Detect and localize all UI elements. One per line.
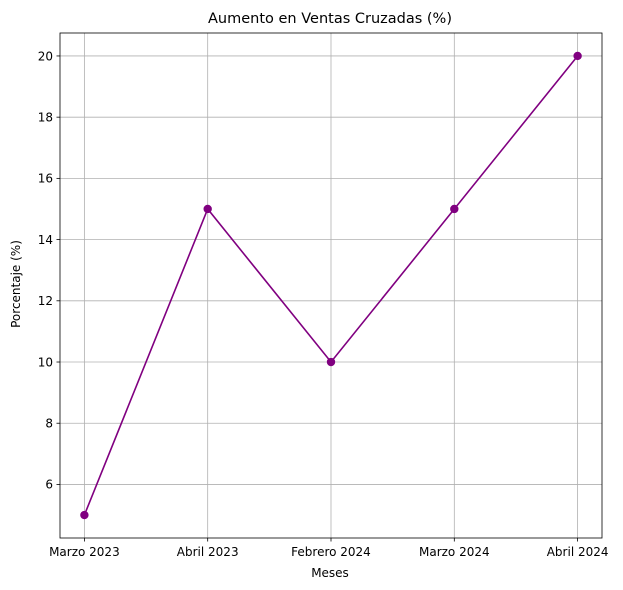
- x-tick-label: Abril 2023: [177, 545, 239, 559]
- ticks-layer: Marzo 2023 Abril 2023 Febrero 2024 Marzo 20…: [38, 49, 609, 559]
- y-tick-label: 8: [45, 417, 53, 431]
- series-layer: [80, 51, 582, 520]
- x-tick-label: Marzo 2023: [49, 545, 120, 559]
- y-axis-label: Porcentaje (%): [9, 240, 23, 328]
- x-axis-label: Meses: [311, 566, 349, 580]
- y-tick-label: 6: [45, 478, 53, 492]
- data-point: [203, 204, 212, 214]
- data-point: [326, 357, 336, 367]
- x-tick-label: Febrero 2024: [291, 545, 371, 559]
- x-tick-label: Abril 2024: [547, 545, 609, 559]
- data-point: [450, 204, 459, 214]
- data-point: [80, 510, 89, 520]
- grid-layer: [60, 33, 602, 538]
- chart-title: Aumento en Ventas Cruzadas (%): [208, 11, 452, 27]
- y-tick-label: 18: [38, 110, 53, 124]
- data-point: [573, 51, 582, 61]
- y-tick-label: 10: [38, 355, 53, 369]
- y-tick-label: 14: [38, 233, 53, 247]
- x-tick-label: Marzo 2024: [419, 545, 490, 559]
- y-tick-label: 16: [38, 172, 53, 186]
- y-tick-label: 20: [38, 49, 53, 63]
- y-tick-label: 12: [38, 294, 53, 308]
